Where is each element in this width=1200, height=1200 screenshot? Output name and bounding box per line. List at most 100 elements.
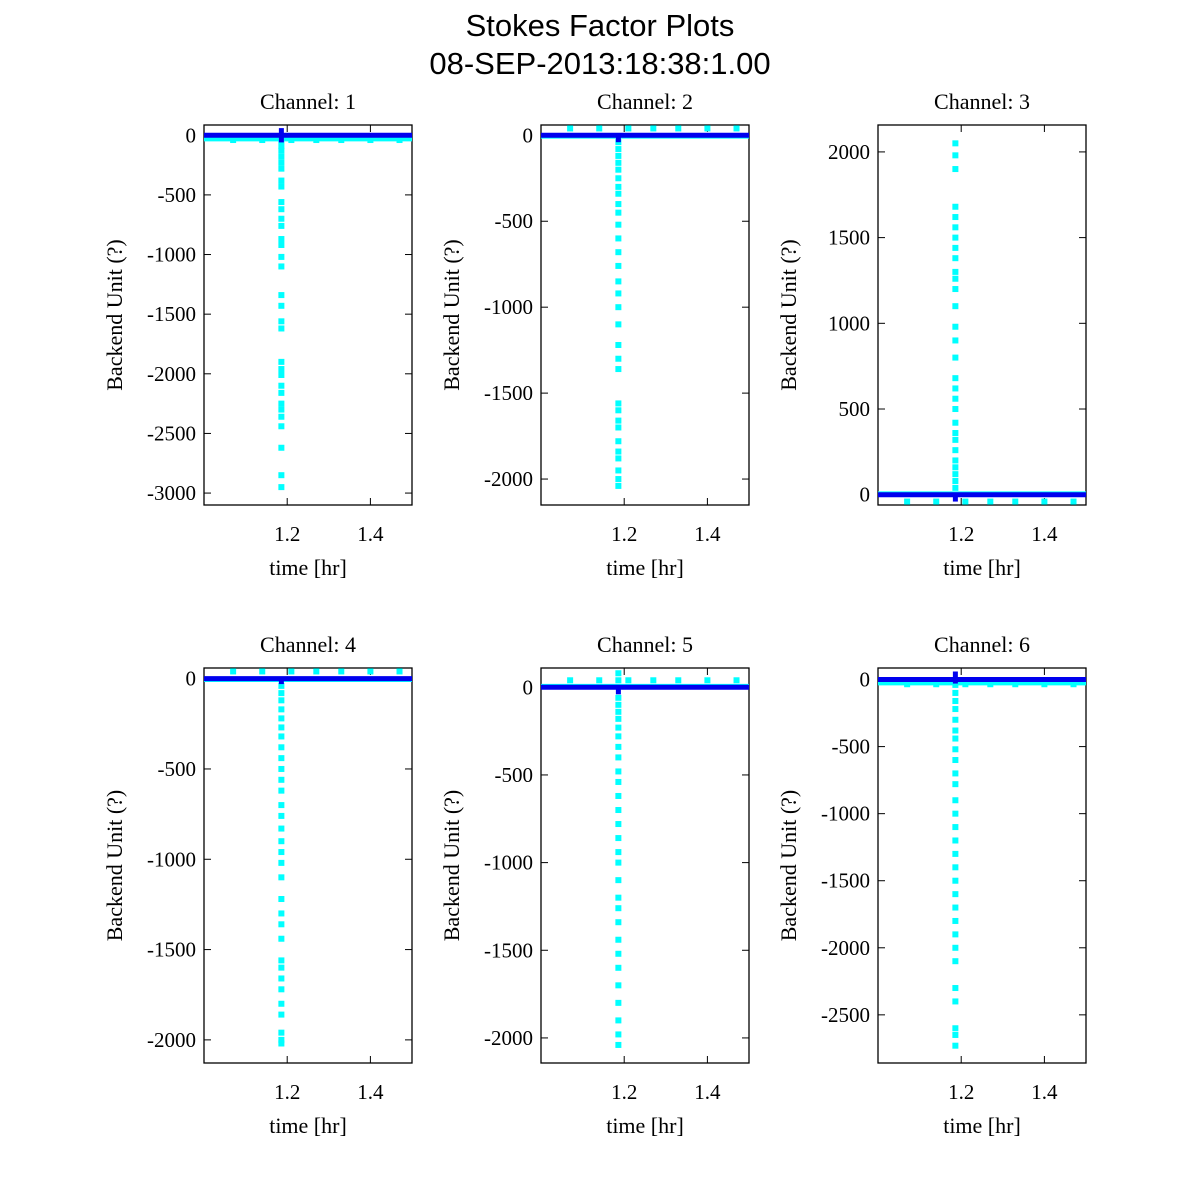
y-tick-label: -1000 bbox=[147, 847, 196, 871]
x-axis-label: time [hr] bbox=[606, 555, 684, 580]
data-point bbox=[259, 137, 266, 144]
data-point bbox=[615, 190, 622, 197]
data-point bbox=[952, 323, 959, 330]
data-point bbox=[230, 668, 237, 675]
figure-subtitle: 08-SEP-2013:18:38:1.00 bbox=[429, 46, 770, 81]
y-axis-label: Backend Unit (?) bbox=[776, 239, 801, 391]
data-point bbox=[278, 241, 285, 248]
y-tick-label: -1500 bbox=[484, 938, 533, 962]
data-point bbox=[952, 757, 959, 764]
data-point bbox=[952, 770, 959, 777]
data-point bbox=[367, 137, 374, 144]
data-point bbox=[278, 802, 285, 809]
data-point bbox=[615, 476, 622, 483]
y-tick-label: -2000 bbox=[147, 1028, 196, 1052]
data-point bbox=[952, 419, 959, 426]
data-point bbox=[278, 177, 285, 184]
data-point bbox=[278, 896, 285, 903]
y-tick-label: 500 bbox=[839, 397, 871, 421]
data-point bbox=[952, 447, 959, 454]
x-tick-label: 1.4 bbox=[1031, 1080, 1058, 1104]
data-point bbox=[952, 430, 959, 437]
data-point bbox=[1041, 681, 1048, 688]
y-tick-label: -500 bbox=[158, 183, 197, 207]
data-point bbox=[952, 268, 959, 275]
x-tick-label: 1.2 bbox=[948, 522, 974, 546]
data-point bbox=[952, 944, 959, 951]
data-point bbox=[615, 715, 622, 722]
subplot-channel-6: 1.2 1.4 0 -500 -1000 -1500 -2000 -2500 Channel: … bbox=[776, 632, 1087, 1138]
data-point bbox=[259, 668, 266, 675]
data-point bbox=[278, 325, 285, 332]
data-point bbox=[615, 778, 622, 785]
data-point bbox=[952, 850, 959, 857]
data-point bbox=[650, 677, 657, 684]
data-point bbox=[615, 455, 622, 462]
data-point bbox=[952, 457, 959, 464]
figure-title: Stokes Factor Plots bbox=[466, 8, 735, 43]
data-point bbox=[952, 140, 959, 147]
x-tick-label: 1.2 bbox=[611, 522, 637, 546]
data-point bbox=[567, 125, 574, 132]
data-point bbox=[952, 166, 959, 173]
data-point bbox=[615, 366, 622, 373]
y-tick-label: 0 bbox=[860, 668, 871, 692]
data-point bbox=[396, 137, 403, 144]
data-point bbox=[952, 716, 959, 723]
data-point bbox=[615, 175, 622, 182]
data-point bbox=[278, 874, 285, 881]
data-point bbox=[615, 209, 622, 216]
data-point bbox=[904, 498, 911, 505]
data-point bbox=[278, 715, 285, 722]
data-point bbox=[596, 125, 603, 132]
data-point bbox=[278, 838, 285, 845]
data-point bbox=[962, 498, 969, 505]
data-point bbox=[615, 768, 622, 775]
data-point bbox=[952, 904, 959, 911]
data-point bbox=[615, 467, 622, 474]
data-point bbox=[278, 183, 285, 190]
data-point bbox=[615, 849, 622, 856]
data-point bbox=[952, 214, 959, 221]
data-point bbox=[952, 244, 959, 251]
data-point bbox=[615, 262, 622, 269]
x-axis-label: time [hr] bbox=[943, 555, 1021, 580]
subplot-title: Channel: 1 bbox=[260, 89, 356, 114]
subplot-title: Channel: 2 bbox=[597, 89, 693, 114]
y-tick-label: 0 bbox=[186, 123, 197, 147]
x-tick-label: 1.4 bbox=[357, 522, 384, 546]
data-point bbox=[615, 807, 622, 814]
data-point bbox=[952, 824, 959, 831]
data-point bbox=[615, 400, 622, 407]
axes-box bbox=[540, 667, 750, 1064]
data-point bbox=[230, 137, 237, 144]
data-point bbox=[650, 125, 657, 132]
data-point bbox=[952, 891, 959, 898]
subplot-title: Channel: 3 bbox=[934, 89, 1030, 114]
y-tick-label: -2500 bbox=[147, 421, 196, 445]
data-point bbox=[278, 706, 285, 713]
subplot-channel-2: 1.2 1.4 0 -500 -1000 -1500 -2000 Channel: 2 time… bbox=[439, 89, 750, 580]
data-point bbox=[278, 935, 285, 942]
x-axis-label: time [hr] bbox=[269, 555, 347, 580]
data-point bbox=[615, 1041, 622, 1048]
data-point bbox=[952, 746, 959, 753]
data-point bbox=[278, 292, 285, 299]
data-point bbox=[952, 464, 959, 471]
data-point bbox=[278, 733, 285, 740]
data-point bbox=[278, 484, 285, 491]
data-point bbox=[952, 436, 959, 443]
data-point bbox=[952, 224, 959, 231]
data-point bbox=[615, 859, 622, 866]
data-point bbox=[278, 787, 285, 794]
y-tick-label: -1000 bbox=[821, 802, 870, 826]
data-point bbox=[952, 837, 959, 844]
y-tick-label: -1000 bbox=[484, 295, 533, 319]
data-point bbox=[733, 125, 740, 132]
data-point bbox=[615, 355, 622, 362]
y-tick-label: 1000 bbox=[828, 311, 870, 335]
data-point bbox=[278, 682, 285, 689]
data-point bbox=[278, 812, 285, 819]
data-point bbox=[615, 950, 622, 957]
